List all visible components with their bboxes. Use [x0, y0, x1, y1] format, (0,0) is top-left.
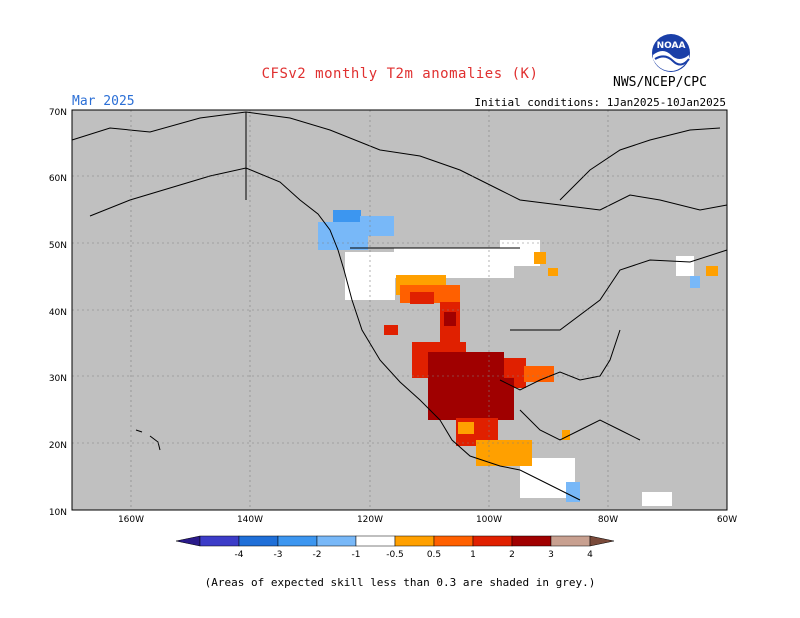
colorbar-tick-label: -3 — [274, 550, 283, 560]
colorbar-segment — [472, 535, 513, 547]
colorbar-tick-label: -4 — [235, 550, 244, 560]
lon-label: 140W — [237, 515, 263, 525]
lon-label: 60W — [717, 515, 737, 525]
colorbar-tick-label: 0.5 — [427, 550, 441, 560]
noaa-logo: NOAA — [652, 34, 690, 72]
colorbar-tick-label: -1 — [352, 550, 361, 560]
initial-conditions: Initial conditions: 1Jan2025-10Jan2025 — [474, 96, 726, 109]
lat-label: 70N — [49, 108, 67, 118]
lat-label: 30N — [49, 374, 67, 384]
colorbar-segment — [277, 535, 318, 547]
cold-anomaly-regions — [318, 210, 700, 502]
longitude-labels: 160W 140W 120W 100W 80W 60W — [118, 515, 737, 525]
lat-label: 50N — [49, 241, 67, 251]
colorbar-segment — [355, 535, 396, 547]
lat-label: 60N — [49, 174, 67, 184]
forecast-month: Mar 2025 — [72, 94, 135, 109]
lat-label: 20N — [49, 441, 67, 451]
colorbar-segment — [316, 535, 357, 547]
near-normal-regions — [345, 240, 694, 506]
agency-label: NWS/NCEP/CPC — [613, 75, 707, 90]
colorbar-legend: -4 -3 -2 -1 -0.5 0.5 1 2 3 4 — [175, 535, 615, 560]
warm-anomaly-regions — [384, 252, 718, 466]
latitude-labels: 70N 60N 50N 40N 30N 20N 10N — [49, 108, 67, 518]
lon-label: 100W — [476, 515, 502, 525]
colorbar-tick-label: -0.5 — [386, 550, 404, 560]
colorbar-segment — [238, 535, 279, 547]
map-title: CFSv2 monthly T2m anomalies (K) — [261, 66, 539, 82]
lat-label: 10N — [49, 508, 67, 518]
colorbar-segment — [550, 535, 591, 547]
lon-label: 120W — [357, 515, 383, 525]
colorbar-segment — [433, 535, 474, 547]
skill-footnote: (Areas of expected skill less than 0.3 a… — [204, 576, 596, 589]
coastlines — [71, 111, 728, 501]
lat-label: 40N — [49, 308, 67, 318]
colorbar-segment — [589, 535, 615, 547]
colorbar-segment — [394, 535, 435, 547]
colorbar-segment — [199, 535, 240, 547]
logo-lettering: NOAA — [657, 41, 686, 51]
colorbar-tick-label: 4 — [587, 550, 593, 560]
graticule — [72, 110, 727, 510]
lon-label: 80W — [598, 515, 618, 525]
colorbar-tick-label: 1 — [470, 550, 476, 560]
colorbar-segment — [511, 535, 552, 547]
colorbar-tick-label: -2 — [313, 550, 322, 560]
colorbar-tick-label: 3 — [548, 550, 554, 560]
map-frame — [71, 109, 728, 511]
map-background — [72, 110, 727, 510]
colorbar-tick-label: 2 — [509, 550, 515, 560]
lon-label: 160W — [118, 515, 144, 525]
colorbar-segment — [175, 535, 201, 547]
